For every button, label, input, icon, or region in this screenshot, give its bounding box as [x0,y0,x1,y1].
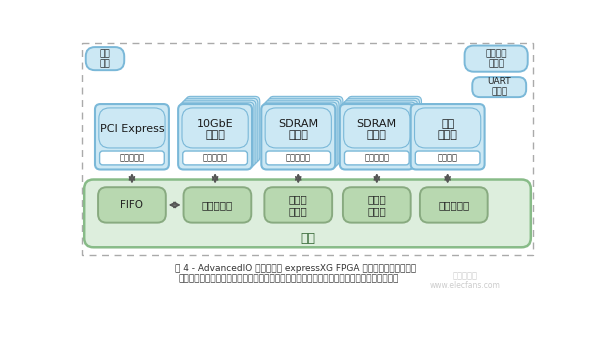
FancyBboxPatch shape [415,151,480,165]
FancyBboxPatch shape [265,187,332,223]
FancyBboxPatch shape [420,187,488,223]
FancyBboxPatch shape [265,108,331,148]
FancyBboxPatch shape [410,104,485,169]
Text: 数据包处理: 数据包处理 [202,200,233,210]
FancyBboxPatch shape [347,97,421,162]
FancyBboxPatch shape [344,151,409,165]
Text: 存储器总线: 存储器总线 [364,153,389,162]
FancyBboxPatch shape [266,151,331,165]
FancyBboxPatch shape [344,108,410,148]
Text: 存储器总线: 存储器总线 [286,153,311,162]
FancyBboxPatch shape [184,187,251,223]
Text: 图 4 - AdvancedIO 公司提供的 expressXG FPGA 开发框架的高级视图。: 图 4 - AdvancedIO 公司提供的 expressXG FPGA 开发… [175,264,416,273]
Text: SDRAM
控制器: SDRAM 控制器 [357,119,397,140]
FancyBboxPatch shape [342,102,416,167]
FancyBboxPatch shape [184,98,258,164]
FancyBboxPatch shape [343,187,410,223]
Text: 存储器
测试器: 存储器 测试器 [289,194,308,216]
FancyBboxPatch shape [415,108,481,148]
Text: 电子发烧友: 电子发烧友 [453,271,478,280]
FancyBboxPatch shape [182,108,248,148]
Text: 远程升级
控制器: 远程升级 控制器 [485,49,507,68]
FancyBboxPatch shape [182,100,256,166]
Text: 寄存器文件: 寄存器文件 [438,200,469,210]
FancyBboxPatch shape [99,108,165,148]
Text: PCI Express: PCI Express [100,124,164,134]
Text: 存储器
测试器: 存储器 测试器 [367,194,386,216]
FancyBboxPatch shape [98,187,166,223]
Text: 最上面一排的组件（蓝色）是集成在硬件中的控制器。下面的组件是供开发使用的基础架构。: 最上面一排的组件（蓝色）是集成在硬件中的控制器。下面的组件是供开发使用的基础架构… [179,275,399,283]
FancyBboxPatch shape [95,104,169,169]
FancyBboxPatch shape [346,98,419,164]
FancyBboxPatch shape [84,179,531,247]
Text: 外设
控制器: 外设 控制器 [438,119,458,140]
FancyBboxPatch shape [269,97,343,162]
Text: 沙盒: 沙盒 [300,232,315,245]
FancyBboxPatch shape [344,100,418,166]
Text: SDRAM
控制器: SDRAM 控制器 [278,119,319,140]
Text: 数据包总线: 数据包总线 [203,153,227,162]
FancyBboxPatch shape [100,151,164,165]
FancyBboxPatch shape [180,102,254,167]
FancyBboxPatch shape [265,100,339,166]
FancyBboxPatch shape [263,102,337,167]
Text: 时钟
逻辑: 时钟 逻辑 [100,49,110,68]
FancyBboxPatch shape [186,97,260,162]
Text: UART
控制器: UART 控制器 [487,77,511,97]
FancyBboxPatch shape [178,104,252,169]
FancyBboxPatch shape [183,151,247,165]
Text: 外设总线: 外设总线 [437,153,458,162]
Text: 数据包总线: 数据包总线 [119,153,145,162]
Text: www.elecfans.com: www.elecfans.com [430,281,501,290]
FancyBboxPatch shape [267,98,341,164]
FancyBboxPatch shape [262,104,335,169]
FancyBboxPatch shape [340,104,414,169]
FancyBboxPatch shape [472,77,526,97]
FancyBboxPatch shape [464,46,528,72]
Text: 10GbE
控制器: 10GbE 控制器 [197,119,233,140]
Text: FIFO: FIFO [121,200,143,210]
FancyBboxPatch shape [86,47,124,70]
